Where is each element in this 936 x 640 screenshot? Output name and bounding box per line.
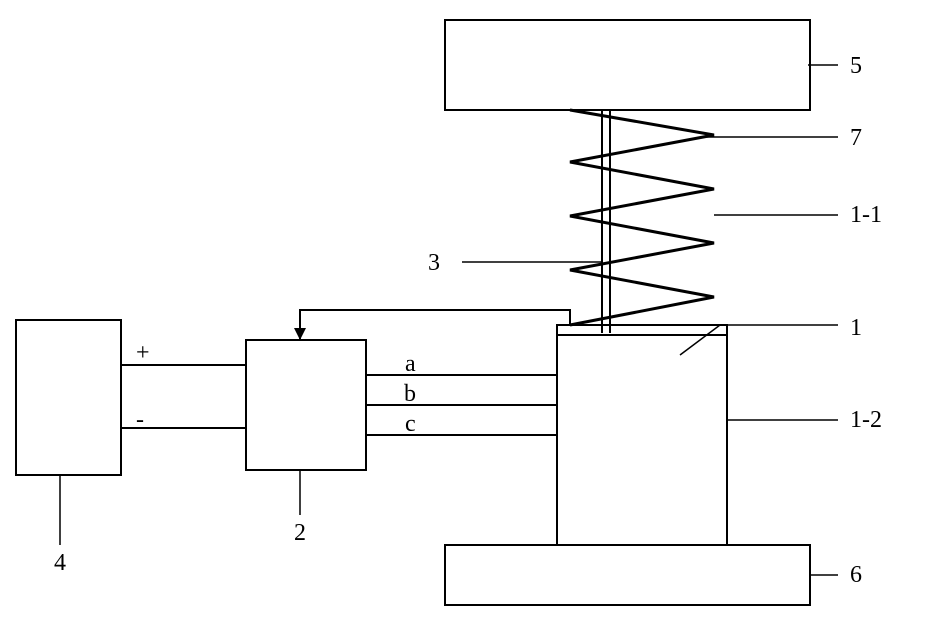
feedback-line <box>300 310 570 340</box>
block-6 <box>445 545 810 605</box>
leader-n1 <box>680 325 838 355</box>
label-minus: - <box>136 407 144 433</box>
label-c: c <box>405 411 416 437</box>
label-n1_1: 1-1 <box>850 202 882 228</box>
label-n3: 3 <box>428 250 440 276</box>
label-n7: 7 <box>850 125 862 151</box>
label-n1: 1 <box>850 315 862 341</box>
label-n6: 6 <box>850 562 862 588</box>
label-b: b <box>404 381 416 407</box>
block-2 <box>246 340 366 470</box>
label-plus: + <box>136 340 150 366</box>
spring-1-1 <box>570 110 714 325</box>
feedback-arrowhead <box>294 328 306 340</box>
label-n5: 5 <box>850 53 862 79</box>
block-4 <box>16 320 121 475</box>
block-1-top-face <box>557 325 727 335</box>
label-n1_2: 1-2 <box>850 407 882 433</box>
label-n4: 4 <box>54 550 66 576</box>
label-a: a <box>405 351 416 377</box>
block-1 <box>557 325 727 545</box>
label-n2: 2 <box>294 520 306 546</box>
block-5 <box>445 20 810 110</box>
